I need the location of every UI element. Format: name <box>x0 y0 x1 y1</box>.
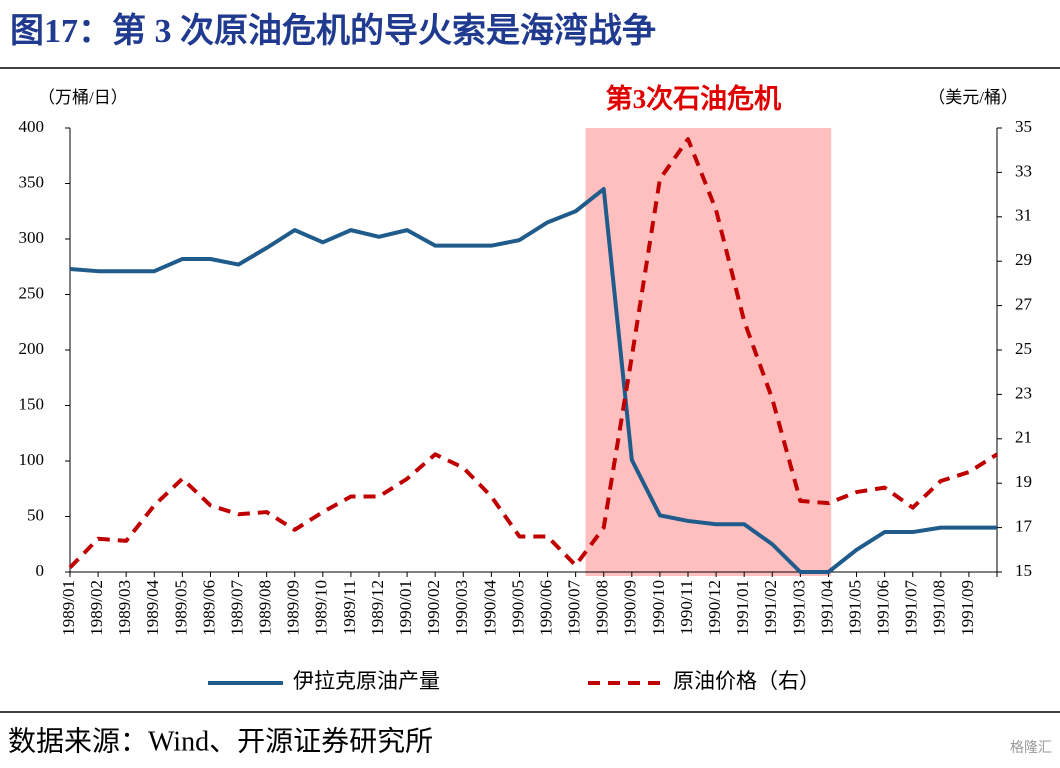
x-tick-label: 1990/07 <box>565 580 584 636</box>
x-tick-label: 1989/09 <box>284 580 303 636</box>
y-tick-label: 200 <box>19 339 45 358</box>
y-axis-label: （万桶/日） <box>38 88 128 107</box>
series-line <box>68 137 999 569</box>
y-tick-label: 50 <box>27 505 44 524</box>
series-line <box>69 187 997 574</box>
y-tick-label: 150 <box>19 394 45 413</box>
legend-label: 伊拉克原油产量 <box>293 669 440 693</box>
y-tick-label: 300 <box>19 228 45 247</box>
x-tick-label: 1991/08 <box>930 580 949 636</box>
x-tick-label: 1991/02 <box>761 580 780 636</box>
y2-tick-label: 19 <box>1015 472 1032 491</box>
x-tick-label: 1990/01 <box>396 580 415 636</box>
y2-tick-label: 29 <box>1015 250 1032 269</box>
y-tick-label: 350 <box>19 172 45 191</box>
y2-tick-label: 35 <box>1015 117 1032 136</box>
page-title: 图17：第 3 次原油危机的导火索是海湾战争 <box>10 11 656 50</box>
x-tick-label: 1990/04 <box>480 580 499 636</box>
y2-tick-label: 25 <box>1015 339 1032 358</box>
x-tick-label: 1991/06 <box>874 580 893 636</box>
source: 数据来源：Wind、开源证券研究所 <box>8 725 433 757</box>
x-tick-label: 1989/01 <box>59 580 78 636</box>
x-tick-label: 1989/04 <box>143 580 162 636</box>
x-tick-label: 1990/12 <box>705 580 724 636</box>
x-tick-label: 1990/05 <box>508 580 527 636</box>
x-tick-label: 1990/09 <box>621 580 640 636</box>
annotation: 第3次石油危机 <box>606 83 782 114</box>
x-tick-label: 1991/07 <box>902 580 921 636</box>
y-tick-label: 250 <box>19 283 45 302</box>
x-tick-label: 1990/11 <box>677 580 696 635</box>
x-tick-label: 1991/01 <box>733 580 752 636</box>
x-tick-label: 1991/09 <box>958 580 977 636</box>
y-tick-label: 100 <box>19 450 45 469</box>
y2-tick-label: 33 <box>1015 161 1032 180</box>
x-tick-label: 1990/06 <box>536 580 555 636</box>
y-tick-label: 0 <box>36 561 45 580</box>
x-tick-label: 1991/03 <box>789 580 808 636</box>
x-tick-label: 1989/12 <box>368 580 387 636</box>
x-tick-label: 1989/03 <box>115 580 134 636</box>
x-tick-label: 1989/05 <box>171 580 190 636</box>
y2-tick-label: 23 <box>1015 383 1032 402</box>
x-tick-label: 1990/08 <box>593 580 612 636</box>
x-tick-label: 1990/02 <box>424 580 443 636</box>
x-tick-label: 1989/06 <box>199 580 218 636</box>
x-tick-label: 1989/08 <box>256 580 275 636</box>
x-tick-label: 1989/10 <box>312 580 331 636</box>
x-tick-label: 1990/03 <box>452 580 471 636</box>
y2-tick-label: 15 <box>1015 561 1032 580</box>
x-tick-label: 1989/02 <box>87 580 106 636</box>
legend-label: 原油价格（右） <box>673 669 820 693</box>
x-tick-label: 1990/10 <box>649 580 668 636</box>
y2-tick-label: 27 <box>1015 295 1033 314</box>
y-tick-label: 400 <box>19 117 45 136</box>
watermark: 格隆汇 <box>1010 740 1052 756</box>
y2-tick-label: 21 <box>1015 428 1032 447</box>
x-tick-label: 1989/07 <box>227 580 246 636</box>
y2-tick-label: 31 <box>1015 206 1032 225</box>
y2-tick-label: 17 <box>1015 517 1033 536</box>
x-tick-label: 1991/05 <box>845 580 864 636</box>
x-tick-label: 1989/11 <box>340 580 359 635</box>
y2-axis-label: （美元/桶） <box>928 88 1018 107</box>
x-tick-label: 1991/04 <box>817 580 836 636</box>
shade <box>585 128 832 576</box>
